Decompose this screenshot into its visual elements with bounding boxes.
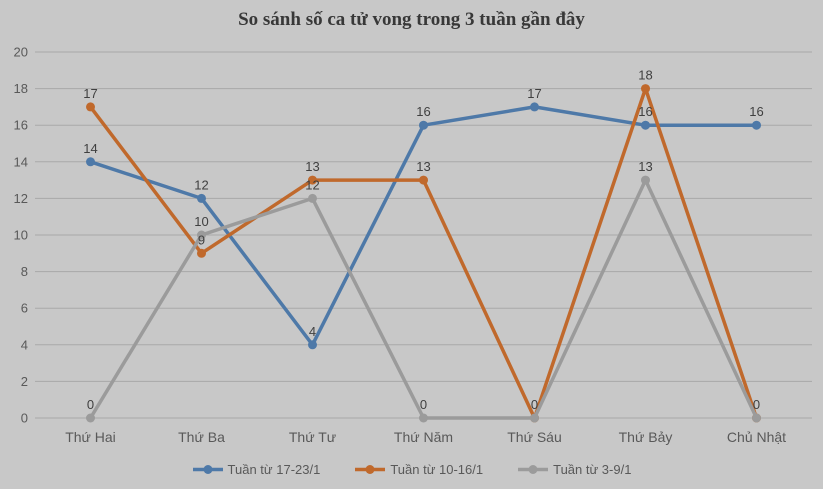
chart-title: So sánh số ca tử vong trong 3 tuần gần đ…: [238, 9, 585, 30]
data-point-marker: [308, 175, 317, 185]
data-point-label: 0: [420, 397, 427, 412]
data-point-label: 9: [198, 232, 205, 247]
data-point-label: 16: [416, 104, 430, 119]
legend-item: Tuần từ 17-23/1: [192, 462, 321, 477]
data-point-marker: [752, 413, 761, 423]
x-axis-category-label: Thứ Năm: [394, 429, 453, 445]
data-point-marker: [308, 193, 317, 203]
data-point-label: 13: [638, 159, 652, 174]
y-axis-tick-label: 2: [21, 374, 28, 389]
legend-line-marker-icon: [518, 465, 549, 474]
data-point-marker: [530, 413, 539, 423]
data-point-marker: [197, 193, 206, 203]
data-point-label: 17: [83, 86, 97, 101]
y-axis-tick-label: 16: [14, 118, 28, 133]
data-point-label: 0: [87, 397, 94, 412]
chart-legend: Tuần từ 17-23/1 Tuần từ 10-16/1 Tuần từ 3-…: [0, 462, 823, 477]
legend-label: Tuần từ 3-9/1: [553, 462, 632, 477]
y-axis-tick-label: 6: [21, 301, 28, 316]
data-point-label: 0: [531, 397, 538, 412]
y-axis-tick-label: 18: [14, 81, 28, 96]
data-point-marker: [197, 248, 206, 258]
y-axis-tick-label: 0: [21, 411, 28, 426]
data-point-label: 14: [83, 141, 97, 156]
data-point-label: 13: [416, 159, 430, 174]
y-axis-tick-label: 14: [14, 154, 28, 169]
data-point-label: 10: [194, 214, 208, 229]
data-point-marker: [86, 413, 95, 423]
legend-line-marker-icon: [355, 465, 386, 474]
data-point-marker: [419, 175, 428, 185]
y-axis-tick-label: 8: [21, 264, 28, 279]
data-point-label: 16: [638, 104, 652, 119]
series-line: [88, 105, 759, 347]
x-axis-category-label: Chủ Nhật: [727, 429, 786, 445]
x-axis-category-label: Thứ Hai: [65, 429, 116, 445]
y-axis-tick-label: 4: [21, 337, 28, 352]
legend-item: Tuần từ 3-9/1: [517, 462, 631, 477]
y-axis-tick-label: 12: [14, 191, 28, 206]
x-axis-category-label: Thứ Ba: [178, 429, 225, 445]
data-point-marker: [530, 102, 539, 112]
y-axis-tick-label: 10: [14, 228, 28, 243]
data-point-label: 13: [305, 159, 319, 174]
data-point-label: 16: [749, 104, 763, 119]
series-line: [88, 178, 759, 420]
legend-item: Tuần từ 10-16/1: [354, 462, 483, 477]
y-axis-tick-label: 20: [14, 45, 28, 60]
data-point-marker: [641, 120, 650, 130]
data-point-label: 17: [527, 86, 541, 101]
data-point-marker: [197, 230, 206, 240]
data-point-label: 12: [194, 177, 208, 192]
data-point-marker: [752, 120, 761, 130]
data-point-marker: [641, 84, 650, 94]
data-point-marker: [419, 413, 428, 423]
x-axis-category-label: Thứ Sáu: [507, 429, 562, 445]
data-point-marker: [86, 157, 95, 167]
legend-line-marker-icon: [192, 465, 223, 474]
data-point-marker: [86, 102, 95, 112]
data-point-marker: [641, 175, 650, 185]
data-point-label: 18: [638, 68, 652, 83]
data-point-label: 0: [753, 397, 760, 412]
data-point-label: 4: [309, 324, 316, 339]
data-point-marker: [308, 340, 317, 350]
data-point-marker: [419, 120, 428, 130]
legend-label: Tuần từ 17-23/1: [227, 462, 321, 477]
x-axis-category-label: Thứ Bảy: [619, 429, 673, 445]
data-point-label: 12: [305, 177, 319, 192]
x-axis-category-label: Thứ Tư: [289, 429, 336, 445]
legend-label: Tuần từ 10-16/1: [390, 462, 484, 477]
